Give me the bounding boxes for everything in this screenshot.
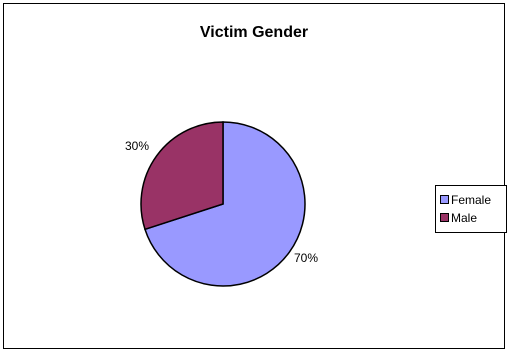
legend: Female Male <box>435 185 507 233</box>
data-label-male: 30% <box>125 139 149 153</box>
pie-slice-female <box>144 121 306 287</box>
legend-swatch-female <box>440 195 449 205</box>
chart-area: Victim Gender Female Male <box>3 3 507 349</box>
pie-slice-male <box>140 121 224 231</box>
data-label-female: 70% <box>294 251 318 265</box>
legend-label-male: Male <box>451 211 478 225</box>
legend-label-female: Female <box>451 193 492 207</box>
legend-item-male: Male <box>440 211 477 225</box>
legend-item-female: Female <box>440 193 491 207</box>
chart-title: Victim Gender <box>199 24 309 41</box>
legend-swatch-male <box>440 213 449 223</box>
